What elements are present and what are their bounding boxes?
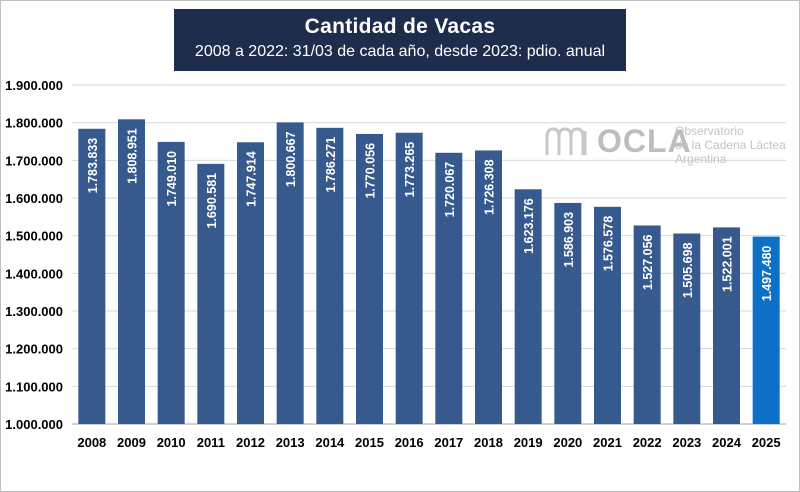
y-tick-label: 1.300.000	[5, 304, 63, 319]
x-tick-label: 2021	[593, 435, 622, 450]
bar	[752, 236, 780, 424]
ocla-logo-icon	[545, 127, 587, 155]
y-tick-label: 1.800.000	[5, 116, 63, 131]
bar-value-label: 1.808.951	[126, 128, 140, 184]
bar-value-label: 1.720.067	[443, 162, 457, 218]
bar-value-label: 1.773.265	[403, 142, 417, 198]
y-tick-label: 1.500.000	[5, 229, 63, 244]
watermark-line-1: Observatorio	[675, 124, 744, 138]
bar-value-label: 1.576.578	[602, 216, 616, 272]
bar-value-label: 1.749.010	[165, 151, 179, 207]
x-tick-label: 2012	[236, 435, 265, 450]
x-tick-label: 2009	[117, 435, 146, 450]
y-tick-label: 1.200.000	[5, 342, 63, 357]
x-tick-label: 2022	[633, 435, 662, 450]
x-tick-label: 2010	[157, 435, 186, 450]
x-tick-label: 2019	[514, 435, 543, 450]
bar-value-label: 1.770.056	[364, 143, 378, 199]
bar	[554, 202, 582, 424]
chart-subtitle: 2008 a 2022: 31/03 de cada año, desde 20…	[194, 43, 606, 60]
bar-value-label: 1.690.581	[205, 173, 219, 229]
bar	[78, 128, 106, 425]
x-tick-label: 2013	[276, 435, 305, 450]
x-tick-label: 2008	[77, 435, 106, 450]
chart-title: Cantidad de Vacas	[304, 15, 496, 38]
bar	[395, 132, 423, 424]
bar	[276, 122, 304, 424]
y-tick-label: 1.900.000	[5, 78, 63, 93]
bar	[118, 119, 145, 425]
watermark-tagline: Observatorio de la Cadena Láctea Argenti…	[675, 124, 786, 166]
bar	[157, 141, 185, 424]
bar-value-label: 1.522.001	[721, 236, 735, 292]
watermark-line-3: Argentina	[675, 152, 727, 166]
bar	[713, 227, 740, 424]
bar	[594, 206, 621, 424]
chart-title-box: Cantidad de Vacas 2008 a 2022: 31/03 de …	[174, 9, 626, 71]
bar	[633, 225, 661, 424]
bar-value-label: 1.623.176	[522, 198, 536, 254]
bar-value-label: 1.726.308	[483, 159, 497, 215]
bar-value-label: 1.747.914	[245, 151, 259, 207]
x-tick-label: 2011	[197, 435, 225, 450]
bar-value-label: 1.586.903	[562, 212, 576, 268]
ocla-watermark-logo: OCLA Observatorio de la Cadena Láctea Ar…	[545, 121, 786, 173]
y-tick-label: 1.700.000	[5, 153, 63, 168]
x-tick-label: 2017	[434, 435, 463, 450]
bar	[316, 127, 344, 424]
x-tick-label: 2014	[315, 435, 345, 450]
bar-value-label: 1.783.833	[86, 138, 100, 194]
watermark-acronym: OCLA	[597, 123, 692, 159]
bar-value-label: 1.800.667	[284, 131, 298, 187]
y-tick-label: 1.000.000	[5, 417, 63, 432]
y-tick-label: 1.100.000	[5, 379, 63, 394]
y-tick-label: 1.600.000	[5, 191, 63, 206]
bar	[514, 189, 542, 424]
x-tick-label: 2025	[752, 435, 781, 450]
bar	[475, 150, 502, 424]
x-tick-label: 2016	[395, 435, 424, 450]
bar	[673, 233, 701, 424]
bar-value-label: 1.497.480	[760, 246, 774, 302]
bar-value-label: 1.527.056	[641, 234, 655, 290]
x-tick-label: 2023	[672, 435, 701, 450]
bar	[435, 152, 463, 424]
x-tick-label: 2015	[355, 435, 384, 450]
bar-value-label: 1.786.271	[324, 137, 338, 193]
bar-value-label: 1.505.698	[681, 242, 695, 298]
bar	[237, 142, 264, 425]
bar	[356, 133, 383, 425]
x-tick-label: 2024	[712, 435, 742, 450]
y-tick-label: 1.400.000	[5, 266, 63, 281]
x-tick-label: 2020	[553, 435, 582, 450]
x-tick-label: 2018	[474, 435, 503, 450]
bar	[197, 163, 225, 424]
watermark-line-2: de la Cadena Láctea	[675, 138, 786, 152]
